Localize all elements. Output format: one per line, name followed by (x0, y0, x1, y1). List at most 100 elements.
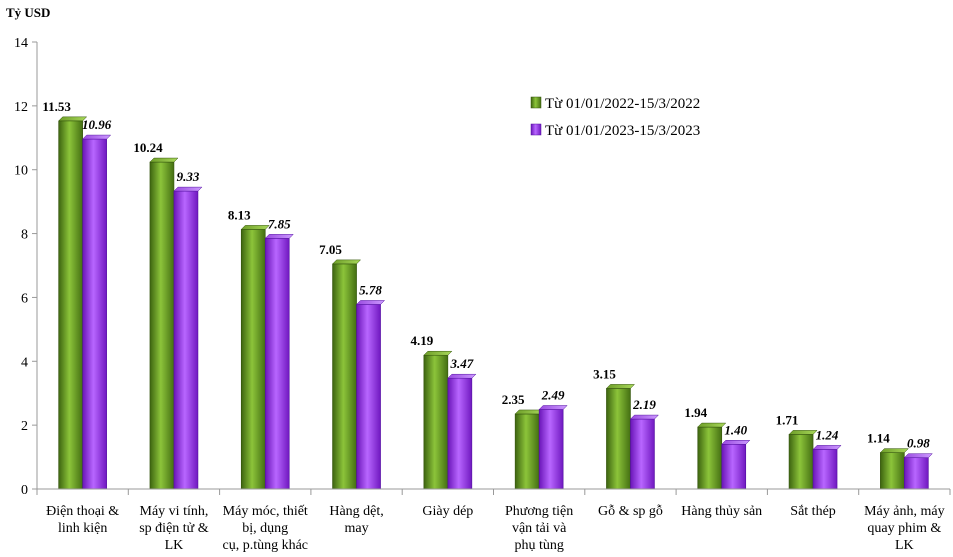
x-category-label-line: Phương tiện (505, 504, 573, 519)
x-category-label: Hàng thủy sản (681, 504, 762, 519)
bar-series-2: 5.78 (355, 282, 386, 490)
x-category-label: Máy ảnh, máy quay phim & LK (864, 504, 944, 553)
y-tick-label: 12 (14, 100, 28, 115)
bar-series-2: 1.24 (812, 427, 842, 490)
x-category-label: Phương tiện vận tải và phụ tùng (505, 504, 573, 553)
y-tick-label: 4 (21, 355, 28, 370)
bar-top-face (149, 157, 179, 163)
y-tick-label: 6 (21, 291, 28, 306)
bar-series-1: 10.24 (133, 140, 179, 490)
x-category-label-line: LK (165, 538, 184, 553)
data-label-series-2: 7.85 (268, 216, 291, 231)
legend-swatch-series-1 (530, 96, 542, 109)
bar-body (423, 354, 449, 490)
data-label-series-1: 1.94 (684, 405, 707, 420)
x-category-label-line: Gỗ & sp gỗ (598, 504, 663, 519)
data-label-series-2: 0.98 (907, 436, 930, 451)
bar-top-face (240, 225, 270, 230)
x-category-label-line: Giày dép (422, 504, 473, 519)
bar-top-face (629, 414, 660, 420)
bar-body (904, 457, 929, 490)
x-category-label-line: sp điện tử & (139, 521, 209, 536)
bar-body (173, 190, 199, 490)
bar-series-1: 1.14 (867, 431, 909, 490)
y-tick-label: 0 (21, 483, 28, 498)
bar-top-face (605, 384, 636, 389)
y-tick-label: 8 (21, 228, 28, 243)
x-category-label-line: Máy móc, thiết (223, 504, 308, 519)
x-category-label-line: Máy ảnh, máy (864, 504, 944, 519)
data-label-series-1: 4.19 (410, 333, 433, 348)
bar-body (82, 138, 107, 490)
x-category-label: Sắt thép (790, 504, 836, 519)
y-tick-label: 2 (21, 419, 28, 434)
data-label-series-1: 1.14 (867, 431, 890, 446)
bar-top-face (423, 350, 453, 356)
bar-body (880, 452, 905, 490)
x-category-label: Điện thoại & linh kiện (46, 504, 119, 536)
bar-top-face (355, 300, 386, 305)
legend-label-series-2: Từ 01/01/2023-15/3/2023 (545, 123, 700, 139)
bar-body (788, 434, 814, 490)
x-category-label-line: quay phim & (867, 521, 941, 536)
y-tick-label: 14 (14, 36, 28, 51)
bar-top-face (879, 448, 909, 453)
data-label-series-2: 10.96 (82, 117, 112, 132)
x-category-label-line: phụ tùng (514, 538, 563, 553)
data-label-series-2: 3.47 (449, 356, 473, 371)
x-category-label-line: LK (895, 538, 914, 553)
data-label-series-2: 2.19 (632, 397, 656, 412)
data-label-series-2: 2.49 (541, 387, 565, 402)
x-category-label-line: bị, dụng (242, 521, 288, 536)
bar-body (606, 388, 631, 490)
bar-series-1: 11.53 (42, 99, 88, 490)
bar-top-face (331, 259, 362, 265)
data-label-series-1: 2.35 (502, 392, 525, 407)
bar-series-2: 0.98 (903, 436, 933, 490)
x-category-label: Hàng dệt, may (329, 504, 383, 536)
legend-item-series-2: Từ 01/01/2023-15/3/2023 (530, 123, 700, 139)
bar-top-face (721, 440, 751, 445)
y-axis-unit-label: Tỷ USD (6, 5, 50, 20)
bar-series-1: 1.71 (776, 412, 818, 490)
bar-body (447, 377, 473, 490)
bar-series-1: 7.05 (319, 242, 362, 490)
bar-series-2: 2.49 (538, 387, 568, 490)
bar-body (538, 409, 564, 490)
bar-series-2: 3.47 (447, 356, 477, 490)
bar-body (58, 120, 83, 490)
data-label-series-2: 1.40 (724, 422, 747, 437)
data-label-series-1: 1.71 (776, 412, 799, 427)
x-category-label-line: vận tải và (512, 521, 567, 536)
bar-body (356, 304, 381, 490)
data-label-series-2: 1.24 (816, 427, 839, 442)
legend-swatch-series-2 (530, 123, 542, 136)
bar-top-face (538, 405, 568, 410)
bar-body (240, 229, 266, 490)
bar-series-1: 1.94 (684, 405, 727, 490)
data-label-series-1: 10.24 (133, 140, 163, 155)
x-category-label-line: linh kiện (58, 521, 107, 536)
bar-body (332, 263, 357, 490)
data-label-series-2: 5.78 (359, 282, 382, 297)
bars: 11.53 10.96 10.24 9.33 8.13 7.85 7.05 5.78 4.19 3… (42, 99, 933, 490)
bar-body (514, 413, 540, 490)
bar-top-face (903, 453, 933, 458)
legend-item-series-1: Từ 01/01/2022-15/3/2022 (530, 96, 700, 112)
bar-series-2: 2.19 (629, 397, 660, 490)
x-category-label: Giày dép (422, 504, 473, 519)
bar-body (697, 426, 723, 490)
x-category-label: Máy vi tính, sp điện tử & LK (139, 504, 209, 553)
bar-body (721, 443, 747, 490)
bar-top-face (58, 116, 88, 122)
x-category-label-line: Hàng dệt, (329, 504, 383, 519)
bar-top-face (173, 186, 203, 192)
bar-top-face (812, 445, 842, 450)
bar-series-2: 7.85 (264, 216, 294, 490)
bar-top-face (264, 234, 294, 239)
bar-series-1: 8.13 (228, 207, 270, 490)
bar-top-face (82, 134, 112, 140)
x-category-label: Máy móc, thiết bị, dụng cụ, p.tùng khác (222, 504, 308, 553)
bar-top-face (697, 422, 727, 428)
legend-label-series-1: Từ 01/01/2022-15/3/2022 (545, 96, 700, 112)
